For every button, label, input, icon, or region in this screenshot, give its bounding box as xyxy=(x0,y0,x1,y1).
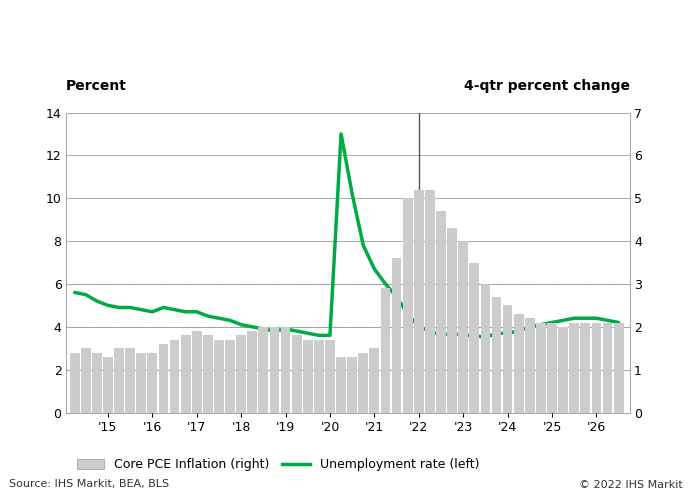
Bar xyxy=(270,327,280,412)
Bar xyxy=(458,241,468,412)
Bar xyxy=(403,198,412,412)
Bar xyxy=(536,322,546,412)
Bar xyxy=(70,352,80,412)
Bar xyxy=(436,211,446,412)
Bar xyxy=(525,318,535,412)
Bar xyxy=(247,331,257,412)
Bar xyxy=(281,327,291,412)
Bar xyxy=(447,228,457,412)
Bar xyxy=(225,340,235,412)
Bar xyxy=(214,340,224,412)
Bar xyxy=(480,284,490,412)
Bar xyxy=(381,288,390,412)
Legend: Core PCE Inflation (right), Unemployment rate (left): Core PCE Inflation (right), Unemployment… xyxy=(72,453,484,476)
Bar xyxy=(547,322,557,412)
Bar xyxy=(502,306,513,412)
Bar xyxy=(614,322,623,412)
Bar xyxy=(158,344,168,412)
Bar xyxy=(581,322,590,412)
Text: 4-qtr percent change: 4-qtr percent change xyxy=(464,79,630,93)
Bar xyxy=(292,336,302,412)
Text: Source: IHS Markit, BEA, BLS: Source: IHS Markit, BEA, BLS xyxy=(9,480,169,490)
Text: © 2022 IHS Markit: © 2022 IHS Markit xyxy=(579,480,683,490)
Bar xyxy=(259,327,268,412)
Text: Unemployment rate and inflation: Unemployment rate and inflation xyxy=(9,22,374,41)
Bar xyxy=(414,190,424,412)
Bar xyxy=(114,348,124,412)
Bar xyxy=(514,314,524,412)
Bar xyxy=(81,348,91,412)
Bar xyxy=(303,340,313,412)
Bar xyxy=(170,340,179,412)
Bar xyxy=(92,352,102,412)
Bar xyxy=(392,258,401,412)
Bar xyxy=(592,322,601,412)
Bar xyxy=(469,262,479,412)
Bar xyxy=(570,322,579,412)
Bar xyxy=(425,190,435,412)
Bar xyxy=(370,348,379,412)
Bar xyxy=(325,340,335,412)
Bar xyxy=(603,322,612,412)
Bar xyxy=(336,357,346,412)
Bar xyxy=(147,352,157,412)
Text: Percent: Percent xyxy=(66,79,127,93)
Bar xyxy=(103,357,113,412)
Bar xyxy=(125,348,135,412)
Bar xyxy=(236,336,246,412)
Bar xyxy=(558,327,568,412)
Bar xyxy=(491,297,502,412)
Bar xyxy=(358,352,368,412)
Bar xyxy=(192,331,201,412)
Bar xyxy=(181,336,190,412)
Bar xyxy=(314,340,324,412)
Bar xyxy=(203,336,212,412)
Bar xyxy=(347,357,357,412)
Bar xyxy=(136,352,146,412)
